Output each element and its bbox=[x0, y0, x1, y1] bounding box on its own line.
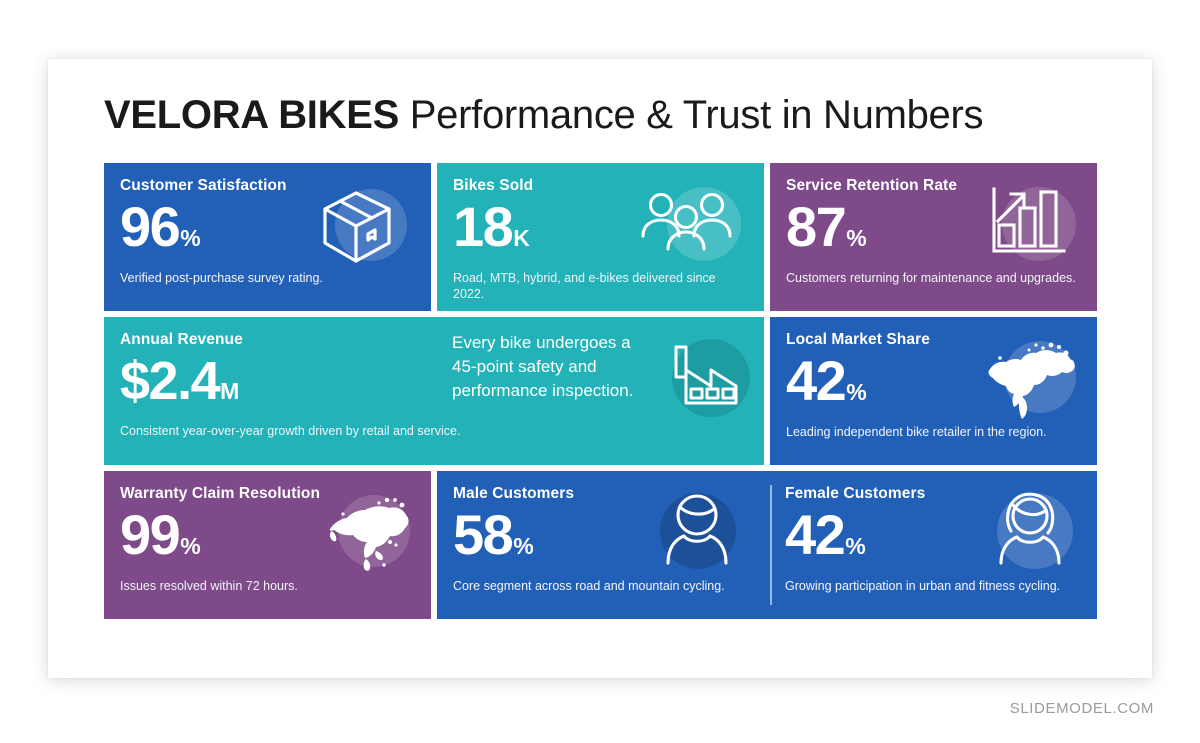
icon-backdrop-circle bbox=[660, 493, 736, 569]
page-title: VELORA BIKES Performance & Trust in Numb… bbox=[104, 91, 984, 139]
card-description: Growing participation in urban and fitne… bbox=[785, 579, 1061, 593]
card-icon-area bbox=[637, 179, 741, 279]
card-text-block: Warranty Claim Resolution 99% Issues res… bbox=[120, 485, 417, 595]
card-value: 99% bbox=[120, 503, 201, 566]
card-unit: K bbox=[513, 225, 530, 251]
factory-icon bbox=[674, 345, 738, 405]
female-avatar-icon bbox=[999, 492, 1061, 565]
card-title: Warranty Claim Resolution bbox=[120, 485, 321, 502]
card-title: Service Retention Rate bbox=[786, 177, 958, 194]
card-value: 58% bbox=[453, 503, 534, 566]
card-unit: % bbox=[846, 379, 867, 405]
card-description: Customers returning for maintenance and … bbox=[786, 271, 1076, 285]
card-title: Local Market Share bbox=[786, 331, 930, 348]
card-description: Core segment across road and mountain cy… bbox=[453, 579, 725, 593]
footer-watermark: SLIDEMODEL.COM bbox=[1009, 700, 1154, 717]
card-text-block: Local Market Share 42% Leading independe… bbox=[786, 331, 1083, 441]
card-text-block: Customer Satisfaction 96% Verified post-… bbox=[120, 177, 417, 287]
card-title: Annual Revenue bbox=[120, 331, 243, 348]
card-unit: M bbox=[220, 378, 240, 404]
package-box-icon bbox=[323, 191, 391, 263]
bar-chart-growth-icon bbox=[992, 187, 1066, 253]
card-service-retention-rate[interactable]: Service Retention Rate 87% Customers ret… bbox=[770, 163, 1097, 311]
card-unit: % bbox=[845, 533, 866, 559]
card-description: Road, MTB, hybrid, and e-bikes delivered… bbox=[453, 271, 716, 301]
card-bikes-sold[interactable]: Bikes Sold 18K Road, MTB, hybrid, and e-… bbox=[437, 163, 764, 311]
card-value: 42% bbox=[786, 349, 867, 412]
card-local-market-share[interactable]: Local Market Share 42% Leading independe… bbox=[770, 317, 1097, 465]
factory-icon-area bbox=[664, 329, 764, 429]
card-icon-area bbox=[309, 179, 409, 279]
card-icon-area bbox=[978, 177, 1078, 277]
title-rest: Performance & Trust in Numbers bbox=[398, 93, 984, 137]
card-description: Consistent year-over-year growth driven … bbox=[120, 424, 461, 438]
female-icon-area bbox=[975, 485, 1075, 585]
card-description: Issues resolved within 72 hours. bbox=[120, 579, 298, 593]
card-value: 18K bbox=[453, 195, 530, 258]
safety-inspection-statement: Every bike undergoes a 45-point safety a… bbox=[452, 333, 634, 400]
card-title: Male Customers bbox=[453, 485, 575, 502]
card-icon-area bbox=[976, 331, 1076, 431]
card-title: Customer Satisfaction bbox=[120, 177, 287, 194]
title-brand: VELORA BIKES bbox=[104, 93, 399, 137]
card-unit: % bbox=[513, 533, 534, 559]
card-warranty-claim-resolution[interactable]: Warranty Claim Resolution 99% Issues res… bbox=[104, 471, 431, 619]
card-title: Female Customers bbox=[785, 485, 926, 502]
male-icon-area bbox=[642, 485, 742, 585]
male-avatar-icon bbox=[666, 494, 728, 565]
slide-canvas: VELORA BIKES Performance & Trust in Numb… bbox=[48, 59, 1152, 678]
asia-map-icon bbox=[329, 497, 409, 571]
card-text-block: Bikes Sold 18K Road, MTB, hybrid, and e-… bbox=[453, 177, 750, 302]
north-america-map-icon bbox=[988, 342, 1075, 419]
card-value: 42% bbox=[785, 503, 866, 566]
card-icon-area bbox=[310, 485, 410, 585]
people-group-icon bbox=[641, 192, 732, 251]
card-text-block: Annual Revenue $2.4M Consistent year-ove… bbox=[120, 331, 750, 440]
card-unit: % bbox=[180, 533, 201, 559]
card-unit: % bbox=[180, 225, 201, 251]
card-text-block: Service Retention Rate 87% Customers ret… bbox=[786, 177, 1083, 287]
card-value: 87% bbox=[786, 195, 867, 258]
card-description: Verified post-purchase survey rating. bbox=[120, 271, 323, 285]
card-annual-revenue[interactable]: Annual Revenue $2.4M Consistent year-ove… bbox=[104, 317, 764, 465]
card-description: Leading independent bike retailer in the… bbox=[786, 425, 1047, 439]
card-title: Bikes Sold bbox=[453, 177, 534, 194]
card-customer-gender-split[interactable]: Male Customers 58% Core segment across r… bbox=[437, 471, 1097, 619]
female-text-block: Female Customers 42% Growing participati… bbox=[785, 485, 1075, 595]
male-text-block: Male Customers 58% Core segment across r… bbox=[453, 485, 743, 595]
card-customer-satisfaction[interactable]: Customer Satisfaction 96% Verified post-… bbox=[104, 163, 431, 311]
card-value: 96% bbox=[120, 195, 201, 258]
card-value: $2.4M bbox=[120, 351, 240, 411]
card-unit: % bbox=[846, 225, 867, 251]
gender-divider bbox=[770, 485, 772, 605]
